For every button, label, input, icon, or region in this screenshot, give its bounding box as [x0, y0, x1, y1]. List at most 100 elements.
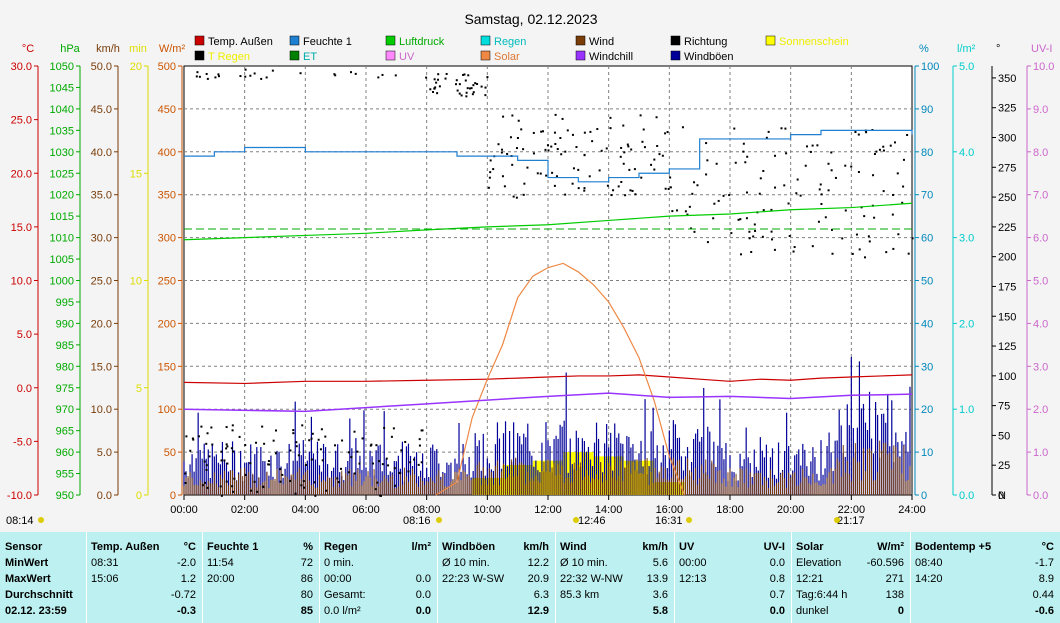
direction-dot [311, 432, 314, 435]
direction-dot [653, 158, 656, 161]
left-axis-tick-label: 300 [158, 233, 176, 245]
left-axis-tick-label: 25.0 [11, 115, 32, 127]
legend-swatch [765, 35, 776, 46]
direction-dot [609, 127, 612, 130]
direction-dot [205, 464, 208, 467]
left-axis-unit: °C [22, 43, 34, 55]
direction-dot [197, 435, 200, 438]
x-tick-label: 18:00 [716, 504, 744, 516]
direction-dot [511, 114, 514, 117]
direction-dot [773, 154, 776, 157]
direction-dot [867, 235, 870, 238]
temperature-line [183, 374, 913, 385]
table-cell-label: 00:00 [679, 557, 707, 569]
table-cell-label: 0.0 l/m² [324, 605, 361, 617]
direction-dot [551, 171, 554, 174]
direction-dot [746, 155, 749, 158]
left-axis-tick-label: 980 [56, 361, 74, 373]
table-cell-label: Ø 10 min. [560, 557, 608, 569]
left-axis-tick-label: 965 [56, 426, 74, 438]
direction-dot [226, 445, 229, 448]
direction-dot [467, 74, 470, 77]
left-axis-tick-label: 10.0 [11, 276, 32, 288]
left-axis-tick-label: 400 [158, 147, 176, 159]
table-cell-value: 85 [300, 605, 313, 617]
direction-dot [249, 462, 252, 465]
legend-label: Windböen [684, 51, 734, 63]
table-cell-value: -0.3 [177, 605, 196, 617]
direction-dot [295, 445, 298, 448]
table-cell-label: 0 min. [324, 557, 354, 569]
left-axis-tick-label: 15.0 [11, 222, 32, 234]
table-column-unit: °C [183, 541, 196, 553]
direction-dot [773, 248, 776, 251]
left-axis-tick-label: 960 [56, 447, 74, 459]
direction-dot [421, 429, 424, 432]
weather-chart: 00:00 02:00 04:00 06:00 08:00 10:00 12:00 14:00… [6, 11, 1055, 527]
direction-dot [713, 202, 716, 205]
direction-dot [516, 136, 519, 139]
direction-dot [489, 159, 492, 162]
table-cell-value: -2.0 [177, 557, 196, 569]
direction-dot [394, 74, 397, 77]
table-cell-value: 0.7 [769, 589, 785, 601]
table-cell-value: 138 [885, 589, 904, 601]
table-column-divider [674, 532, 675, 623]
direction-dot [882, 149, 885, 152]
direction-dot [795, 192, 798, 195]
direction-dot [554, 113, 557, 116]
x-tick-label: 20:00 [777, 504, 805, 516]
table-cell-label: 12:21 [796, 573, 824, 585]
direction-dot [841, 237, 844, 240]
direction-dot [511, 163, 514, 166]
direction-dot [261, 425, 264, 428]
direction-dot [275, 429, 278, 432]
table-column-unit: W/m² [877, 541, 904, 553]
direction-dot [758, 192, 761, 195]
direction-dot [320, 428, 323, 431]
direction-dot [512, 195, 515, 198]
direction-dot [577, 168, 580, 171]
direction-dot [392, 427, 395, 430]
sun-icon [686, 517, 692, 523]
direction-dot [472, 84, 475, 87]
left-axis-tick-label: 1000 [50, 276, 74, 288]
direction-dot [370, 443, 373, 446]
table-column-unit: l/m² [411, 541, 431, 553]
direction-dot [609, 116, 612, 119]
direction-dot [545, 174, 548, 177]
direction-dot [664, 132, 667, 135]
direction-dot [752, 235, 755, 238]
direction-dot [225, 480, 228, 483]
table-column-title: UV [679, 541, 695, 553]
direction-dot [824, 216, 827, 219]
legend-swatch [670, 50, 681, 61]
x-tick-label: 06:00 [352, 504, 380, 516]
direction-dot [220, 450, 223, 453]
direction-dot [610, 194, 613, 197]
direction-dot [627, 145, 630, 148]
direction-dot [324, 435, 327, 438]
direction-dot [830, 151, 833, 154]
direction-dot [705, 173, 708, 176]
legend-swatch [385, 35, 396, 46]
x-tick-label: 08:00 [413, 504, 441, 516]
direction-dot [641, 140, 644, 143]
direction-dot [706, 241, 709, 244]
direction-dot [857, 133, 860, 136]
direction-dot [184, 472, 187, 475]
direction-dot [761, 235, 764, 238]
direction-dot [436, 92, 439, 95]
table-cell-value: 0.44 [1032, 589, 1054, 601]
direction-dot [381, 463, 384, 466]
direction-dot [226, 462, 229, 465]
direction-dot [532, 152, 535, 155]
direction-dot [742, 142, 745, 145]
direction-dot [865, 131, 868, 134]
direction-dot [196, 71, 199, 74]
right-axis-tick-label: 8.0 [1033, 147, 1048, 159]
direction-dot [696, 184, 699, 187]
direction-dot [620, 146, 623, 149]
direction-dot [753, 223, 756, 226]
direction-dot [762, 209, 765, 212]
